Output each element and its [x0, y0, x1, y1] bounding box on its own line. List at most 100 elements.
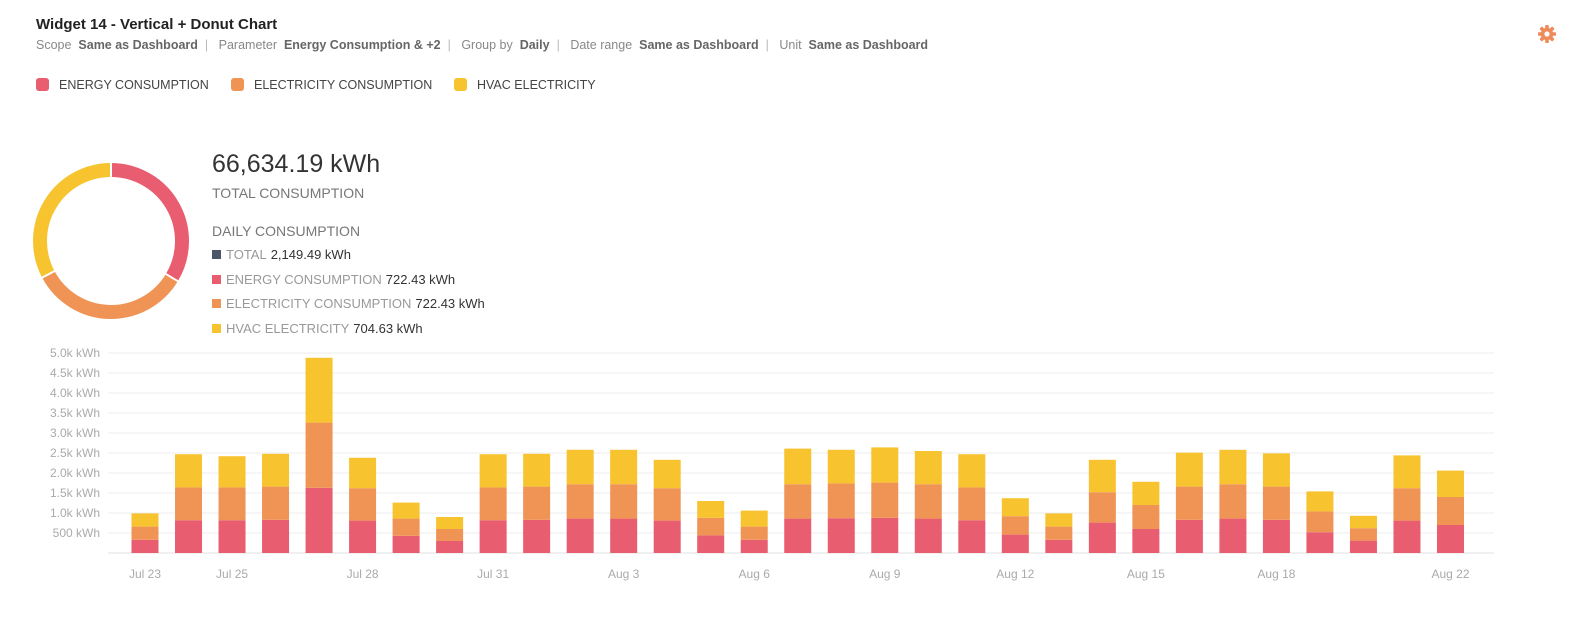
- bar-segment-electricity[interactable]: [1088, 492, 1116, 523]
- bar-segment-energy[interactable]: [610, 518, 638, 553]
- bar-segment-electricity[interactable]: [131, 526, 159, 540]
- bar-segment-electricity[interactable]: [958, 487, 986, 521]
- bar-segment-electricity[interactable]: [1306, 511, 1334, 533]
- bar-segment-energy[interactable]: [262, 519, 290, 553]
- bar-segment-electricity[interactable]: [653, 488, 681, 521]
- bar-segment-hvac[interactable]: [218, 456, 246, 488]
- bar-segment-energy[interactable]: [958, 520, 986, 553]
- bar-segment-hvac[interactable]: [784, 448, 812, 485]
- bar-segment-hvac[interactable]: [1045, 513, 1073, 527]
- bar-segment-energy[interactable]: [740, 539, 768, 553]
- bar-segment-energy[interactable]: [566, 518, 594, 553]
- bar-segment-energy[interactable]: [914, 518, 942, 553]
- bar-segment-energy[interactable]: [1088, 522, 1116, 553]
- bar-segment-hvac[interactable]: [958, 454, 986, 488]
- bar-segment-electricity[interactable]: [740, 526, 768, 540]
- bar-segment-hvac[interactable]: [1132, 481, 1160, 505]
- bar-segment-energy[interactable]: [1219, 518, 1247, 553]
- bar-segment-energy[interactable]: [1045, 539, 1073, 553]
- bar-segment-hvac[interactable]: [392, 502, 420, 519]
- bar-segment-hvac[interactable]: [1175, 452, 1203, 487]
- legend-item-hvac[interactable]: HVAC ELECTRICITY: [454, 78, 596, 92]
- bar-segment-energy[interactable]: [1349, 540, 1377, 553]
- bar-segment-energy[interactable]: [784, 518, 812, 553]
- bar-segment-hvac[interactable]: [566, 449, 594, 485]
- bar-segment-electricity[interactable]: [566, 484, 594, 519]
- bar-segment-energy[interactable]: [523, 519, 551, 553]
- bar-segment-electricity[interactable]: [1436, 497, 1464, 525]
- bar-segment-energy[interactable]: [1436, 525, 1464, 553]
- bar-segment-hvac[interactable]: [914, 451, 942, 485]
- bar-segment-electricity[interactable]: [523, 486, 551, 520]
- bar-segment-energy[interactable]: [218, 520, 246, 553]
- bar-segment-hvac[interactable]: [436, 517, 464, 529]
- bar-segment-hvac[interactable]: [349, 457, 377, 489]
- bar-segment-electricity[interactable]: [218, 487, 246, 521]
- bar-segment-energy[interactable]: [305, 487, 333, 553]
- bar-segment-energy[interactable]: [827, 518, 855, 553]
- bar-segment-energy[interactable]: [392, 535, 420, 553]
- bar-segment-hvac[interactable]: [479, 454, 507, 488]
- bar-segment-electricity[interactable]: [1349, 528, 1377, 541]
- bar-segment-energy[interactable]: [349, 520, 377, 553]
- bar-segment-energy[interactable]: [1001, 534, 1029, 553]
- bar-segment-electricity[interactable]: [175, 487, 203, 521]
- bar-segment-hvac[interactable]: [697, 501, 725, 518]
- bar-segment-electricity[interactable]: [436, 529, 464, 541]
- bar-segment-energy[interactable]: [1175, 519, 1203, 553]
- bar-segment-electricity[interactable]: [914, 484, 942, 519]
- bar-segment-electricity[interactable]: [479, 487, 507, 521]
- bar-segment-energy[interactable]: [479, 520, 507, 553]
- bar-segment-energy[interactable]: [1393, 520, 1421, 553]
- bar-segment-energy[interactable]: [871, 517, 899, 553]
- bar-segment-electricity[interactable]: [1045, 526, 1073, 540]
- bar-segment-hvac[interactable]: [610, 449, 638, 485]
- bar-segment-energy[interactable]: [697, 535, 725, 553]
- bar-segment-energy[interactable]: [131, 539, 159, 553]
- bar-segment-energy[interactable]: [653, 520, 681, 553]
- bar-segment-electricity[interactable]: [1219, 484, 1247, 519]
- gear-icon[interactable]: [1537, 24, 1557, 44]
- bar-segment-hvac[interactable]: [740, 510, 768, 527]
- bar-segment-electricity[interactable]: [1175, 486, 1203, 520]
- bar-segment-hvac[interactable]: [1349, 515, 1377, 529]
- bar-segment-energy[interactable]: [175, 520, 203, 553]
- bar-segment-hvac[interactable]: [305, 357, 333, 423]
- bar-segment-electricity[interactable]: [1001, 516, 1029, 535]
- bar-segment-hvac[interactable]: [262, 453, 290, 487]
- bar-segment-electricity[interactable]: [1393, 488, 1421, 521]
- bar-segment-energy[interactable]: [1306, 532, 1334, 553]
- bar-segment-energy[interactable]: [1132, 529, 1160, 553]
- bar-segment-electricity[interactable]: [697, 517, 725, 536]
- bar-segment-electricity[interactable]: [784, 484, 812, 519]
- bar-segment-electricity[interactable]: [1132, 505, 1160, 529]
- bar-segment-hvac[interactable]: [1306, 491, 1334, 512]
- bar-segment-hvac[interactable]: [131, 513, 159, 527]
- bar-segment-hvac[interactable]: [827, 449, 855, 484]
- bar-segment-hvac[interactable]: [1393, 455, 1421, 489]
- bar-segment-electricity[interactable]: [349, 488, 377, 521]
- bar-segment-energy[interactable]: [436, 541, 464, 553]
- legend-item-electricity[interactable]: ELECTRICITY CONSUMPTION: [231, 78, 432, 92]
- bar-segment-hvac[interactable]: [1219, 449, 1247, 485]
- bar-segment-hvac[interactable]: [1436, 470, 1464, 497]
- bar-segment-electricity[interactable]: [871, 482, 899, 518]
- donut-slice-energy[interactable]: [110, 163, 189, 282]
- bar-segment-hvac[interactable]: [1088, 459, 1116, 493]
- bar-segment-electricity[interactable]: [827, 483, 855, 519]
- bar-segment-hvac[interactable]: [175, 454, 203, 488]
- bar-segment-hvac[interactable]: [1001, 498, 1029, 517]
- bar-segment-hvac[interactable]: [1262, 453, 1290, 487]
- bar-segment-energy[interactable]: [1262, 519, 1290, 553]
- bar-segment-electricity[interactable]: [392, 518, 420, 536]
- donut-slice-hvac[interactable]: [33, 163, 112, 278]
- bar-segment-hvac[interactable]: [653, 459, 681, 489]
- bar-segment-electricity[interactable]: [305, 422, 333, 488]
- bar-segment-electricity[interactable]: [262, 486, 290, 520]
- bar-segment-hvac[interactable]: [871, 447, 899, 483]
- bar-segment-hvac[interactable]: [523, 453, 551, 487]
- bar-segment-electricity[interactable]: [610, 484, 638, 519]
- bar-segment-electricity[interactable]: [1262, 486, 1290, 520]
- donut-slice-electricity[interactable]: [42, 270, 178, 319]
- legend-item-energy[interactable]: ENERGY CONSUMPTION: [36, 78, 209, 92]
